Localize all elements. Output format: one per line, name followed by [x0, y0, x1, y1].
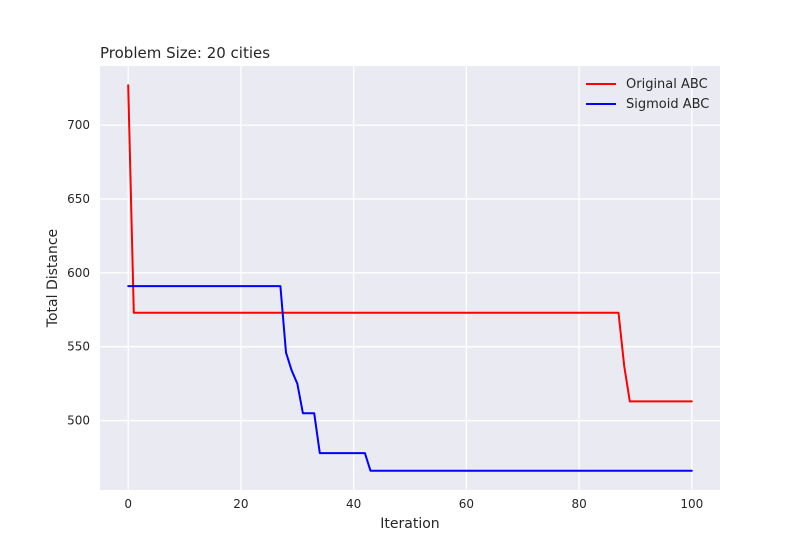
axis-ticks: 0 20 40 60 80 100 500 550 600 650 700	[67, 118, 703, 511]
grid	[100, 66, 720, 490]
x-tick-label: 0	[124, 497, 132, 511]
plot-area	[100, 66, 720, 490]
y-tick-label: 550	[67, 340, 90, 354]
y-tick-label: 500	[67, 414, 90, 428]
x-tick-label: 40	[346, 497, 361, 511]
y-tick-label: 650	[67, 192, 90, 206]
y-tick-label: 600	[67, 266, 90, 280]
y-tick-label: 700	[67, 118, 90, 132]
legend: Original ABC Sigmoid ABC	[586, 77, 709, 112]
series-lines	[127, 84, 693, 472]
x-tick-label: 20	[233, 497, 248, 511]
x-axis-label: Iteration	[380, 516, 439, 532]
series-line-1	[127, 84, 693, 403]
chart-title: Problem Size: 20 cities	[100, 44, 270, 62]
x-tick-label: 60	[459, 497, 474, 511]
series-line-2	[127, 285, 693, 472]
y-axis-label: Total Distance	[45, 229, 61, 328]
legend-label: Sigmoid ABC	[626, 97, 709, 112]
x-tick-label: 100	[680, 497, 703, 511]
x-tick-label: 80	[571, 497, 586, 511]
legend-label: Original ABC	[626, 77, 708, 92]
